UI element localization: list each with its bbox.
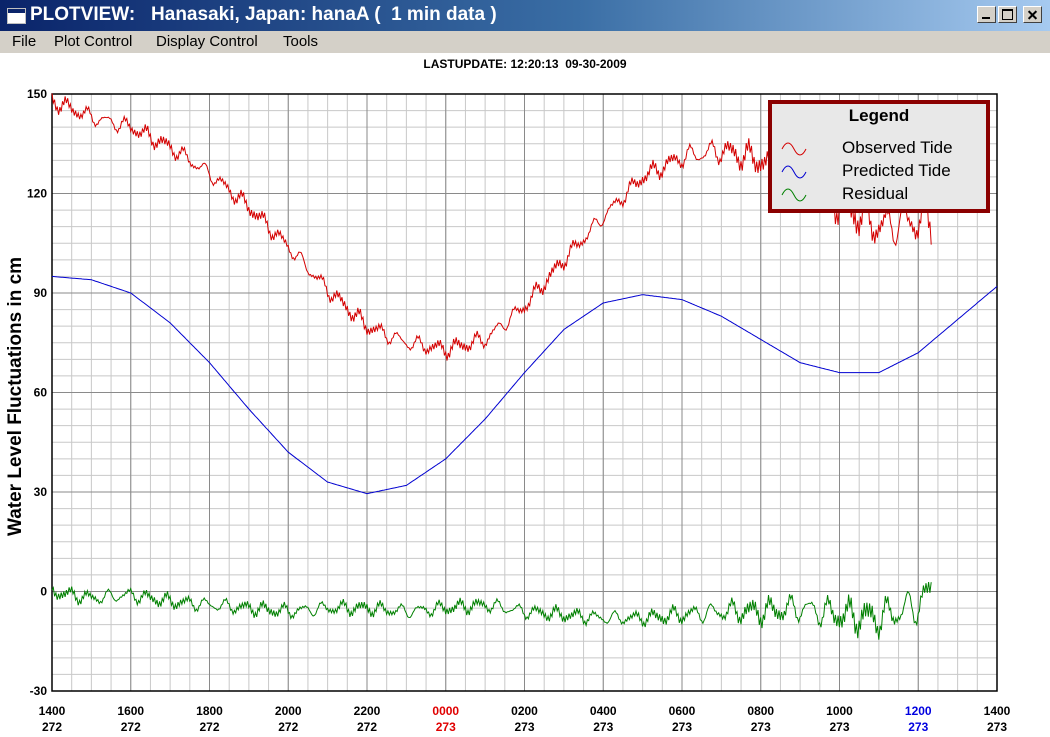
x-tick-day-label: 272 <box>357 720 377 734</box>
legend-title: Legend <box>849 106 909 125</box>
legend-entry-label: Predicted Tide <box>842 161 951 180</box>
close-button[interactable] <box>1023 6 1042 23</box>
y-tick-label: 150 <box>27 87 47 101</box>
x-tick-day-label: 272 <box>278 720 298 734</box>
window-title: PLOTVIEW: Hanasaki, Japan: hanaA ( 1 min… <box>30 4 497 25</box>
menu-file[interactable]: File <box>12 33 37 50</box>
legend-swatch <box>781 188 807 202</box>
y-tick-label: 30 <box>34 485 48 499</box>
x-tick-time-label: 1600 <box>117 704 144 718</box>
last-update-label: LASTUPDATE: 12:20:13 09-30-2009 <box>423 57 627 71</box>
y-tick-label: -30 <box>30 684 48 698</box>
minimize-button[interactable] <box>977 6 996 23</box>
x-tick-day-label: 273 <box>672 720 692 734</box>
x-tick-day-label: 273 <box>436 720 456 734</box>
legend-box <box>772 104 986 209</box>
y-tick-label: 120 <box>27 187 47 201</box>
menu-tools[interactable]: Tools <box>283 33 319 50</box>
legend-entry-label: Residual <box>842 184 908 203</box>
y-axis-title: Water Level Fluctuations in cm <box>5 257 26 536</box>
x-tick-time-label: 0400 <box>590 704 617 718</box>
series-line-predicted-tide <box>51 275 998 495</box>
x-tick-time-label: 2200 <box>354 704 381 718</box>
x-tick-day-label: 272 <box>42 720 62 734</box>
x-tick-time-label: 2000 <box>275 704 302 718</box>
menu-bar: File Plot Control Display Control Tools <box>0 31 1050 53</box>
y-tick-label: 60 <box>34 386 48 400</box>
x-tick-time-label: 0800 <box>747 704 774 718</box>
legend-swatch <box>781 165 807 179</box>
x-tick-time-label: 1800 <box>196 704 223 718</box>
x-tick-time-label: 0600 <box>669 704 696 718</box>
x-tick-day-label: 273 <box>514 720 534 734</box>
x-tick-time-label: 1200 <box>905 704 932 718</box>
plot-border <box>51 93 998 692</box>
x-tick-day-label: 273 <box>908 720 928 734</box>
menu-plot-control[interactable]: Plot Control <box>54 33 133 50</box>
menu-display-control[interactable]: Display Control <box>156 33 258 50</box>
x-tick-day-label: 273 <box>829 720 849 734</box>
x-tick-time-label: 0000 <box>432 704 459 718</box>
y-tick-label: 0 <box>40 585 47 599</box>
x-tick-time-label: 0200 <box>511 704 538 718</box>
x-tick-time-label: 1000 <box>826 704 853 718</box>
x-tick-day-label: 272 <box>121 720 141 734</box>
legend-swatch <box>781 142 807 156</box>
maximize-button[interactable] <box>998 6 1017 23</box>
x-tick-time-label: 1400 <box>39 704 66 718</box>
x-tick-time-label: 1400 <box>984 704 1011 718</box>
x-tick-day-label: 273 <box>987 720 1007 734</box>
app-window-icon[interactable] <box>7 8 26 24</box>
series-line-residual <box>51 581 932 640</box>
title-bar[interactable]: PLOTVIEW: Hanasaki, Japan: hanaA ( 1 min… <box>0 0 1050 31</box>
legend-entry-label: Observed Tide <box>842 138 953 157</box>
x-tick-day-label: 273 <box>593 720 613 734</box>
x-tick-day-label: 272 <box>199 720 219 734</box>
y-tick-label: 90 <box>34 286 48 300</box>
x-tick-day-label: 273 <box>751 720 771 734</box>
